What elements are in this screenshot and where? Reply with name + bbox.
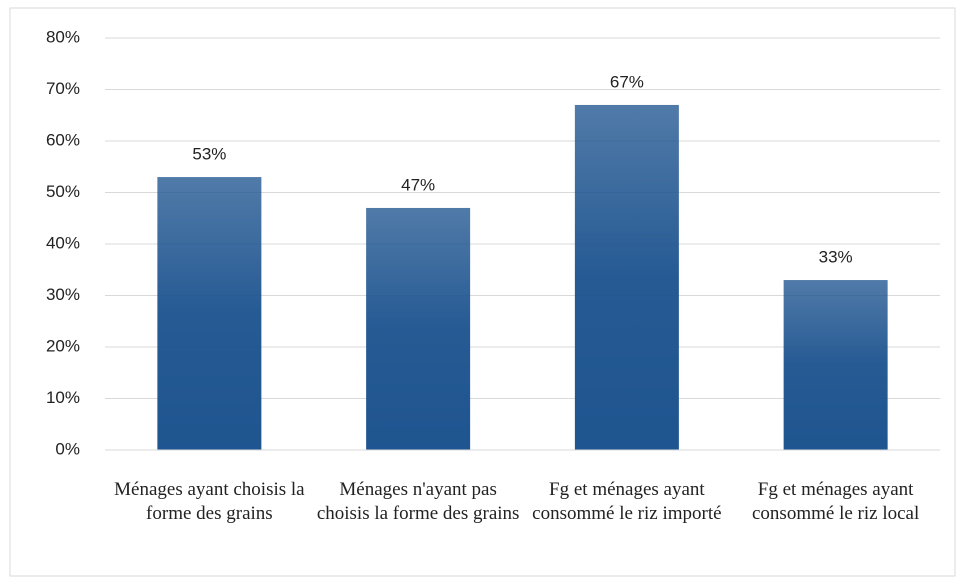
x-tick-label: Ménages n'ayant pas choisis la forme des… bbox=[316, 479, 520, 524]
y-tick-label: 80% bbox=[46, 27, 80, 46]
y-tick-label: 10% bbox=[46, 388, 80, 407]
value-label: 47% bbox=[401, 175, 435, 194]
x-tick-label: Ménages ayant choisis la forme des grain… bbox=[114, 479, 305, 524]
x-tick-label: Fg et ménages ayant consommé le riz loca… bbox=[752, 479, 920, 524]
y-tick-label: 40% bbox=[46, 233, 80, 252]
chart-frame bbox=[9, 7, 956, 577]
bar bbox=[783, 280, 888, 450]
bar bbox=[157, 177, 262, 451]
y-tick-label: 70% bbox=[46, 79, 80, 98]
bar bbox=[366, 207, 471, 450]
y-tick-label: 30% bbox=[46, 285, 80, 304]
x-tick-label: Fg et ménages ayant consommé le riz impo… bbox=[532, 479, 722, 524]
y-tick-label: 0% bbox=[55, 439, 80, 458]
y-tick-label: 20% bbox=[46, 336, 80, 355]
y-tick-label: 60% bbox=[46, 130, 80, 149]
value-label: 53% bbox=[192, 145, 226, 164]
bar bbox=[574, 104, 679, 450]
y-tick-label: 50% bbox=[46, 182, 80, 201]
value-label: 33% bbox=[819, 248, 853, 267]
value-label: 67% bbox=[610, 72, 644, 91]
